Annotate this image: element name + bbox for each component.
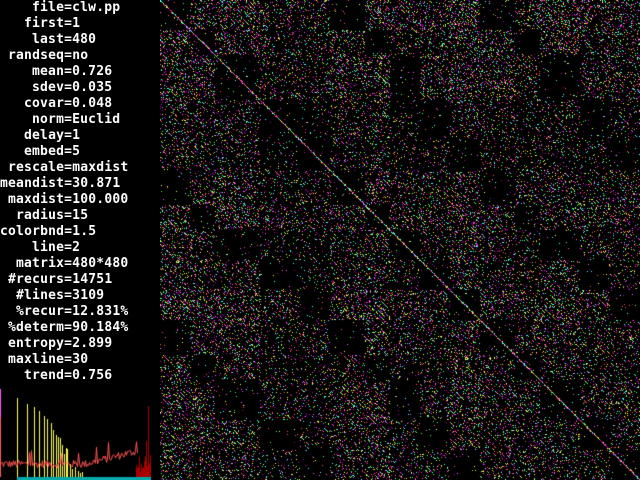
parameter-line: %determ=90.184% — [8, 320, 129, 335]
parameter-line: #recurs=14751 — [8, 272, 113, 287]
parameter-line: last=480 — [32, 32, 97, 47]
parameter-line: meandist=30.871 — [0, 176, 121, 191]
recurrence-plot — [160, 0, 640, 480]
parameter-line: file=clw.pp — [32, 0, 121, 15]
parameter-line: sdev=0.035 — [32, 80, 113, 95]
parameter-line: randseq=no — [8, 48, 89, 63]
parameter-line: delay=1 — [24, 128, 81, 143]
parameter-line: maxdist=100.000 — [8, 192, 129, 207]
parameter-line: mean=0.726 — [32, 64, 113, 79]
parameter-line: first=1 — [24, 16, 81, 31]
parameter-line: norm=Euclid — [32, 112, 121, 127]
parameter-panel: file=clw.pp first=1 last=480 randseq=no mean… — [0, 0, 160, 384]
parameter-line: line=2 — [32, 240, 81, 255]
parameter-line: embed=5 — [24, 144, 81, 159]
parameter-line: entropy=2.899 — [8, 336, 113, 351]
parameter-line: matrix=480*480 — [16, 256, 129, 271]
parameter-line: maxline=30 — [8, 352, 89, 367]
parameter-line: covar=0.048 — [24, 96, 113, 111]
parameter-line: trend=0.756 — [24, 368, 113, 383]
parameter-line: colorbnd=1.5 — [0, 224, 97, 239]
distance-histogram — [0, 384, 160, 480]
parameter-line: %recur=12.831% — [16, 304, 129, 319]
parameter-line: #lines=3109 — [16, 288, 105, 303]
parameter-line: rescale=maxdist — [8, 160, 129, 175]
parameter-line: radius=15 — [16, 208, 89, 223]
